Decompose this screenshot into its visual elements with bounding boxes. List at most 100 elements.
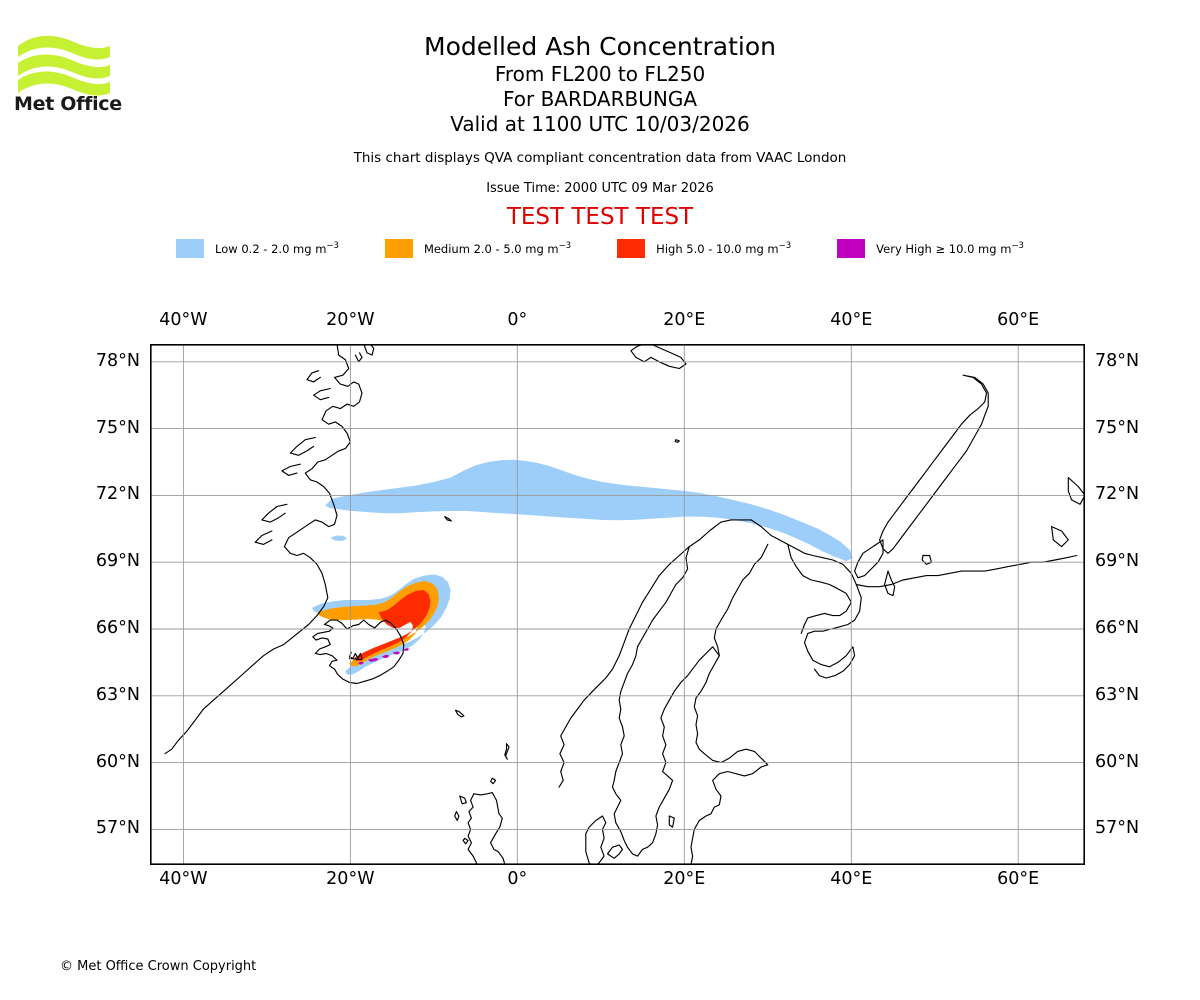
coastline-segment	[787, 543, 852, 634]
lon-tick-bottom-0°: 0°	[507, 869, 528, 889]
ash-plume-layer	[312, 459, 853, 675]
lat-tick-right-63°N: 63°N	[1095, 684, 1140, 705]
coastline-segment	[348, 657, 363, 661]
legend-label-medium: Medium 2.0 - 5.0 mg m−3	[423, 241, 572, 256]
coastline-segment	[558, 519, 862, 788]
coastline-segment	[312, 619, 405, 685]
ash-region-very-high-core	[382, 654, 390, 658]
coastline-segment	[611, 546, 690, 788]
coastline-segment	[467, 793, 478, 865]
ash-concentration-map	[150, 344, 1085, 865]
legend-item-high: High 5.0 - 10.0 mg m−3	[617, 239, 791, 258]
lon-tick-bottom-60°E: 60°E	[997, 869, 1040, 889]
ash-region-low-northern-band	[325, 459, 853, 562]
lon-tick-bottom-20°E: 20°E	[663, 869, 706, 889]
lon-tick-top-40°E: 40°E	[830, 310, 873, 330]
coastline-segment	[690, 655, 769, 865]
lon-tick-top-60°E: 60°E	[997, 310, 1040, 330]
issue-time: Issue Time: 2000 UTC 09 Mar 2026	[486, 181, 714, 196]
compliance-note: This chart displays QVA compliant concen…	[353, 150, 847, 166]
coastline-segment	[348, 651, 363, 659]
lat-tick-left-69°N: 69°N	[95, 551, 140, 572]
lat-tick-left-63°N: 63°N	[95, 684, 140, 705]
map-frame	[150, 344, 1085, 865]
lat-tick-left-60°N: 60°N	[95, 751, 140, 772]
map-canvas	[150, 344, 1085, 865]
page-title: Modelled Ash Concentration	[424, 32, 776, 61]
coastline-segment	[879, 374, 989, 554]
graticule-layer	[150, 344, 1085, 865]
met-office-logo: Met Office	[14, 22, 124, 112]
lon-tick-top-20°E: 20°E	[663, 310, 706, 330]
coastline-segment	[261, 503, 288, 523]
coastline-segment	[630, 344, 687, 370]
coastline-segment	[313, 387, 331, 401]
legend-label-very-high: Very High ≥ 10.0 mg m−3	[876, 241, 1024, 256]
coastline-segment	[281, 463, 301, 476]
lat-tick-right-72°N: 72°N	[1095, 484, 1140, 505]
lon-tick-bottom-40°E: 40°E	[830, 869, 873, 889]
coastline-layer	[164, 344, 1085, 865]
coastline-segment	[713, 543, 769, 657]
lon-tick-bottom-40°W: 40°W	[159, 869, 208, 889]
coastline-segment	[668, 815, 675, 828]
coastline-segment	[454, 709, 465, 718]
coastline-segment	[504, 743, 510, 760]
test-banner: TEST TEST TEST	[506, 204, 694, 230]
copyright-notice: © Met Office Crown Copyright	[60, 959, 257, 974]
ash-region-very-high-core	[358, 661, 364, 665]
concentration-legend: Low 0.2 - 2.0 mg m−3 Medium 2.0 - 5.0 mg…	[0, 239, 1200, 258]
valid-time: Valid at 1100 UTC 10/03/2026	[450, 112, 750, 136]
legend-swatch-low	[176, 239, 205, 258]
lon-tick-bottom-20°W: 20°W	[326, 869, 375, 889]
ash-region-very-high-core	[367, 657, 379, 662]
ash-region-very-high-core	[403, 648, 410, 651]
coastline-segment	[1067, 477, 1085, 505]
coastline-segment	[254, 530, 273, 545]
coastline-segment	[289, 436, 316, 456]
coastline-segment	[164, 344, 363, 755]
coastline-segment	[454, 811, 460, 822]
flight-level-range: From FL200 to FL250	[494, 62, 706, 86]
legend-item-low: Low 0.2 - 2.0 mg m−3	[176, 239, 339, 258]
coastline-segment	[363, 344, 375, 356]
lat-tick-left-66°N: 66°N	[95, 617, 140, 638]
lat-tick-right-60°N: 60°N	[1095, 751, 1140, 772]
logo-wordmark: Met Office	[14, 93, 122, 112]
lon-tick-top-20°W: 20°W	[326, 310, 375, 330]
lat-tick-right-57°N: 57°N	[1095, 818, 1140, 839]
lon-tick-top-0°: 0°	[507, 310, 528, 330]
coastline-segment	[606, 844, 624, 859]
chart-title-block: Modelled Ash Concentration From FL200 to…	[0, 0, 1200, 231]
coastline-segment	[884, 570, 896, 597]
legend-label-low: Low 0.2 - 2.0 mg m−3	[215, 241, 339, 256]
legend-item-medium: Medium 2.0 - 5.0 mg m−3	[384, 239, 572, 258]
coastline-segment	[473, 792, 506, 865]
coastline-segment	[854, 539, 884, 579]
legend-label-high: High 5.0 - 10.0 mg m−3	[656, 241, 792, 256]
lat-tick-right-75°N: 75°N	[1095, 417, 1140, 438]
coastline-segment	[306, 370, 321, 383]
lat-tick-right-78°N: 78°N	[1095, 350, 1140, 371]
legend-swatch-very-high	[837, 239, 866, 258]
lat-tick-right-69°N: 69°N	[1095, 551, 1140, 572]
ash-region-very-high-core	[392, 651, 401, 655]
lat-tick-left-57°N: 57°N	[95, 818, 140, 839]
coastline-segment	[459, 795, 467, 805]
ash-region-low-fragment	[330, 535, 347, 541]
coastline-segment	[674, 439, 680, 443]
coastline-segment	[611, 646, 720, 857]
coastline-segment	[490, 777, 497, 785]
lat-tick-right-66°N: 66°N	[1095, 617, 1140, 638]
coastline-segment	[444, 516, 452, 522]
coastline-segment	[921, 554, 932, 565]
coastline-segment	[1051, 526, 1069, 548]
coastline-segment	[462, 837, 469, 845]
legend-swatch-medium	[384, 239, 413, 258]
ash-region-high-iceland-hook	[354, 590, 431, 662]
lat-tick-left-75°N: 75°N	[95, 417, 140, 438]
lon-tick-top-40°W: 40°W	[159, 310, 208, 330]
logo-waves-icon: Met Office	[14, 35, 122, 112]
legend-swatch-high	[617, 239, 646, 258]
coastline-segment	[354, 352, 363, 363]
